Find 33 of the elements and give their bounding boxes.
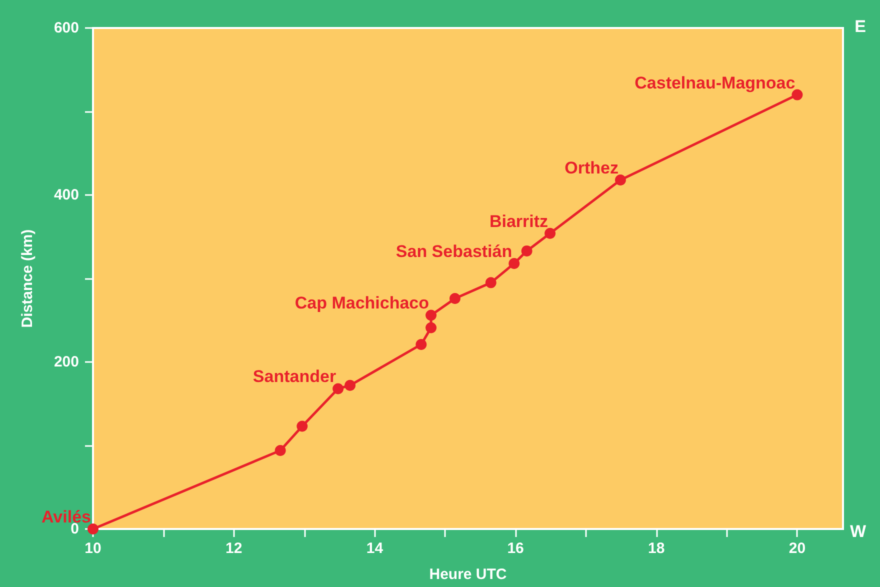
y-tick-label: 200 [54,354,79,370]
point [449,293,460,304]
x-tick-label: 14 [366,540,384,557]
x-tick-label: 10 [84,540,102,557]
annotation: San Sebastián [396,242,512,261]
x-tick-label: 16 [507,540,524,557]
annotation: Castelnau-Magnoac [634,73,796,92]
text: W [850,522,867,541]
y-tick-label: 400 [54,186,79,204]
point [332,383,344,394]
x-axis-title: Heure UTC [429,566,507,583]
point [485,277,496,288]
point [521,245,532,256]
x-tick-label: 18 [648,540,665,557]
annotation: Biarritz [489,212,548,231]
point [416,338,427,350]
point [88,524,98,534]
y-tick-label: 600 [54,20,79,36]
point [508,258,520,269]
x-tick-label: 12 [226,540,242,557]
point [344,380,356,391]
annotation: Cap Machichaco [294,294,430,313]
point [544,228,556,239]
text: E [854,17,866,36]
point [426,322,437,334]
point [296,420,308,432]
point [614,174,626,186]
annotation: Santander [252,367,336,386]
y-axis-title: Distance (km) [19,229,36,328]
annotation: Orthez [564,158,618,178]
point [274,445,286,456]
x-tick-label: 20 [788,540,806,557]
point [426,310,437,321]
